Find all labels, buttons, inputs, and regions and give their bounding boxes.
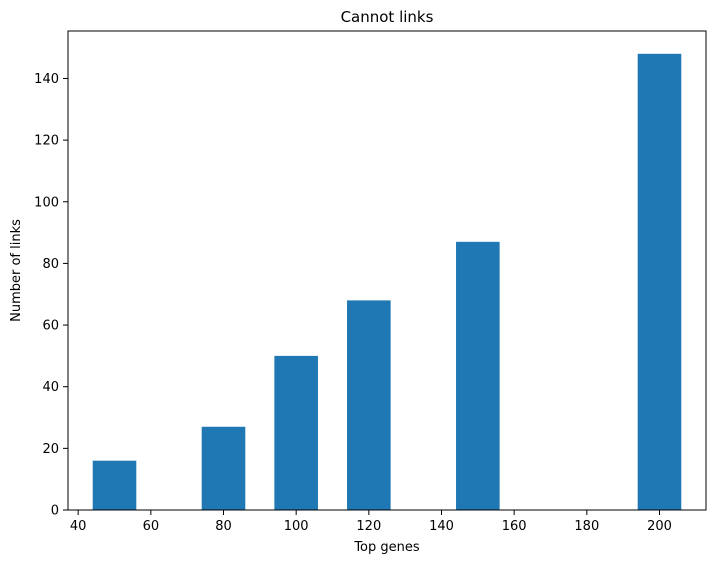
plot-frame bbox=[67, 30, 707, 511]
bar-50 bbox=[92, 460, 137, 510]
x-tick-label-40: 40 bbox=[70, 519, 87, 534]
y-tick-label-0: 0 bbox=[51, 504, 59, 519]
x-tick-label-180: 180 bbox=[574, 519, 599, 534]
y-tick-label-60: 60 bbox=[42, 319, 59, 334]
x-tick-label-100: 100 bbox=[284, 519, 309, 534]
x-tick-label-140: 140 bbox=[429, 519, 454, 534]
y-tick-label-80: 80 bbox=[42, 257, 59, 272]
y-tick-label-40: 40 bbox=[42, 380, 59, 395]
y-axis-ticks: 0 20 40 60 80 100 120 140 bbox=[34, 72, 68, 519]
x-tick-label-160: 160 bbox=[502, 519, 527, 534]
bar-80 bbox=[201, 426, 246, 510]
y-tick-label-20: 20 bbox=[42, 442, 59, 457]
chart-title: Cannot links bbox=[341, 8, 434, 26]
y-axis-label: Number of links bbox=[9, 219, 24, 322]
y-tick-label-120: 120 bbox=[34, 134, 59, 149]
bar-150 bbox=[456, 241, 500, 510]
x-axis-ticks: 40 60 80 100 120 140 160 180 200 bbox=[70, 510, 672, 534]
bar-100 bbox=[274, 355, 318, 510]
x-tick-label-80: 80 bbox=[215, 519, 232, 534]
x-tick-label-60: 60 bbox=[143, 519, 160, 534]
y-tick-label-100: 100 bbox=[34, 195, 59, 210]
bar-200 bbox=[637, 53, 682, 511]
y-tick-label-140: 140 bbox=[34, 72, 59, 87]
x-axis-label: Top genes bbox=[353, 540, 420, 555]
bars-group bbox=[92, 53, 682, 511]
x-tick-label-120: 120 bbox=[356, 519, 381, 534]
bar-120 bbox=[347, 300, 391, 510]
x-tick-label-200: 200 bbox=[647, 519, 672, 534]
